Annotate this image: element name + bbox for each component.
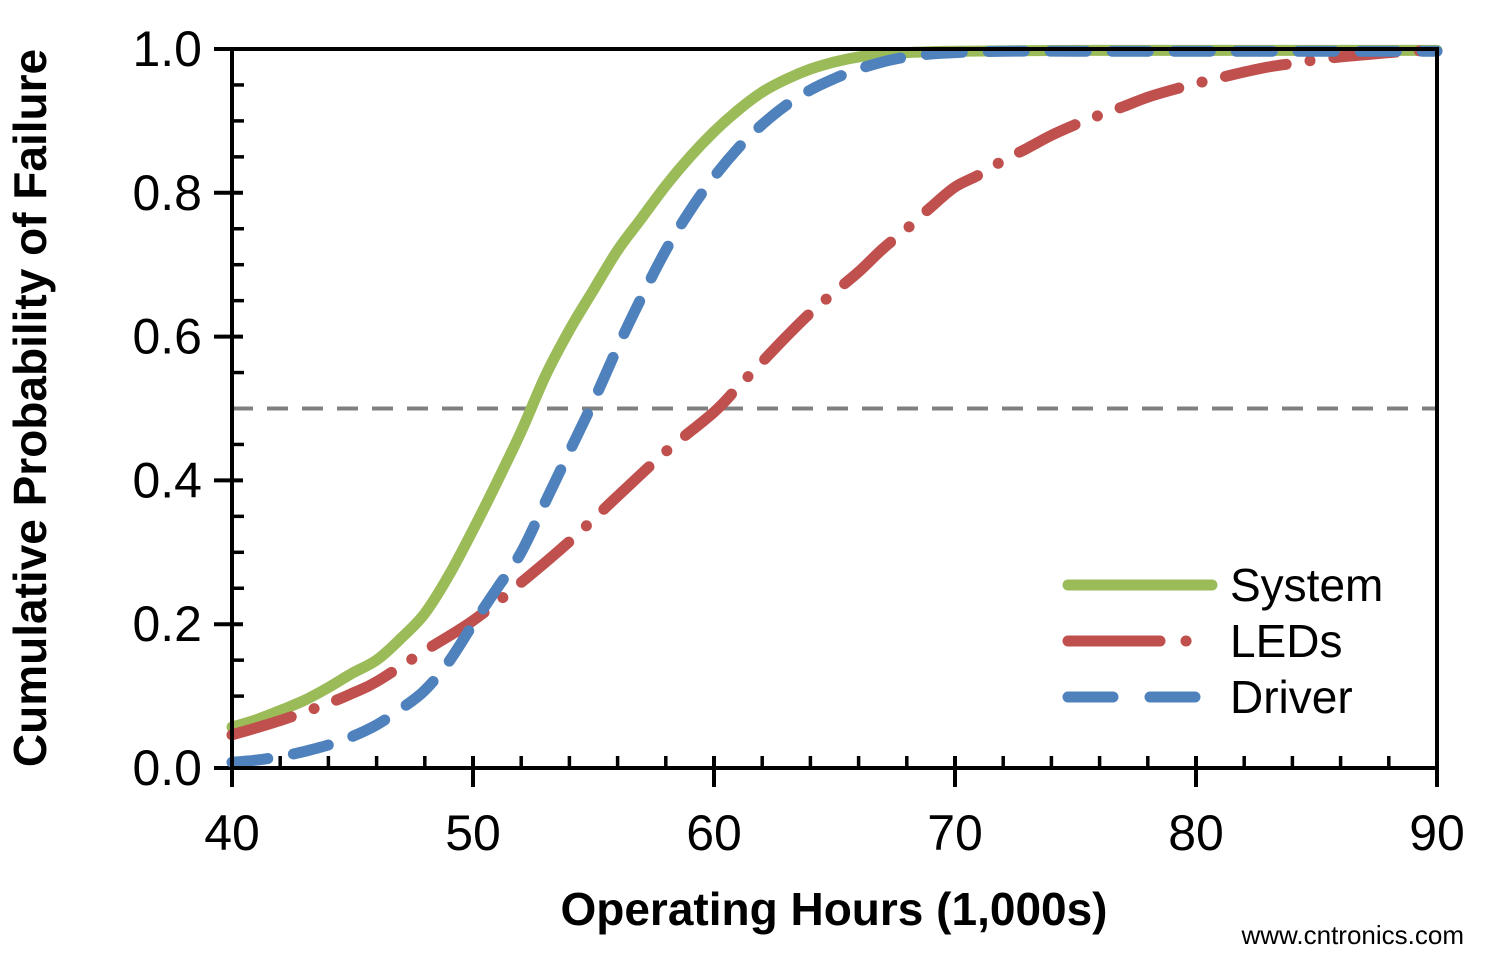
series-line-leds	[226, 44, 1443, 741]
x-tick-label: 70	[927, 805, 983, 861]
watermark: www.cntronics.com	[1241, 920, 1465, 950]
legend-item-system: System	[1062, 559, 1383, 611]
y-tick-label: 0.6	[132, 309, 202, 365]
x-axis-title: Operating Hours (1,000s)	[560, 883, 1107, 935]
y-tick-label: 0.2	[132, 596, 202, 652]
legend-label-leds: LEDs	[1230, 615, 1342, 667]
y-tick-label: 1.0	[132, 21, 202, 77]
legend-label-system: System	[1230, 559, 1383, 611]
y-tick-label: 0.4	[132, 452, 202, 508]
plot-border	[230, 47, 1439, 770]
legend-item-leds: LEDs	[1062, 615, 1342, 667]
x-tick-label: 90	[1409, 805, 1465, 861]
x-tick-label: 80	[1168, 805, 1224, 861]
x-tick-label: 40	[204, 805, 260, 861]
legend-item-driver: Driver	[1062, 671, 1353, 723]
y-tick-label: 0.8	[132, 165, 202, 221]
axis-ticks: 40 50 60 70 80 90 0.0 0.2 0.4 0.6 0.8 1.0	[132, 21, 1464, 861]
series-layer	[226, 44, 1443, 768]
y-axis-title: Cumulative Probability of Failure	[4, 49, 56, 767]
legend-label-driver: Driver	[1230, 671, 1353, 723]
series-line-driver	[226, 45, 1443, 768]
x-tick-label: 60	[686, 805, 742, 861]
x-tick-label: 50	[445, 805, 501, 861]
y-tick-label: 0.0	[132, 740, 202, 796]
